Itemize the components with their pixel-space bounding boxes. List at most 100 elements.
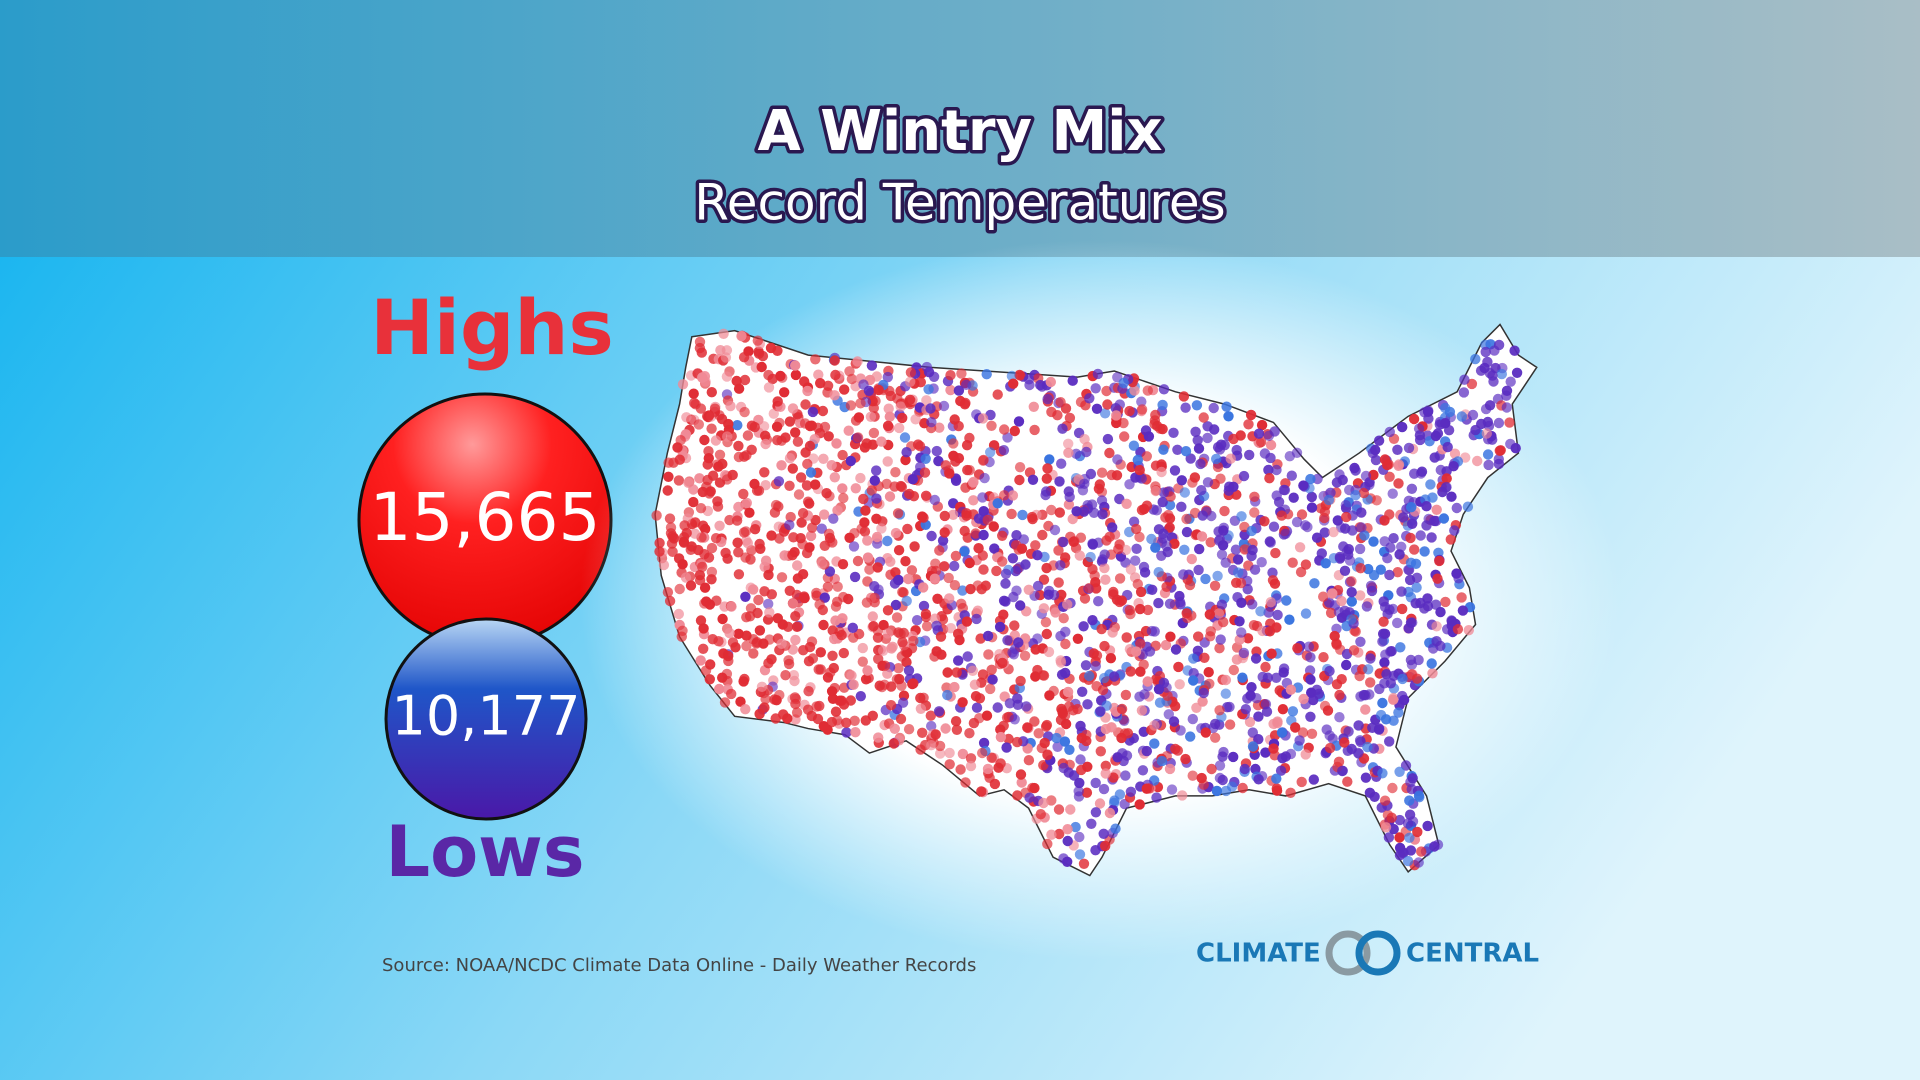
map-dot (724, 627, 735, 639)
map-dot (953, 420, 964, 432)
map-dot (740, 526, 752, 537)
map-dot (698, 643, 709, 654)
map-dot (1510, 443, 1521, 454)
map-dot (1135, 638, 1146, 649)
map-dot (1421, 501, 1432, 512)
map-dot (959, 525, 970, 537)
map-dot (832, 505, 843, 516)
map-dot (1277, 704, 1289, 715)
map-dot (1219, 505, 1230, 517)
map-dot (1394, 814, 1406, 826)
map-dot (1441, 473, 1452, 484)
map-dot (1365, 580, 1377, 591)
map-dot (1344, 555, 1356, 566)
map-dot (985, 683, 996, 695)
map-dot (1041, 486, 1052, 497)
map-dot (866, 360, 878, 371)
map-dot (834, 626, 845, 638)
map-dot (1134, 531, 1145, 543)
map-dot (1012, 790, 1023, 801)
map-dot (1040, 617, 1052, 628)
map-dot (1449, 448, 1461, 459)
map-dot (1122, 728, 1134, 739)
map-dot (1060, 638, 1071, 650)
map-dot (1071, 448, 1082, 459)
map-dot (1174, 679, 1185, 690)
map-dot (929, 494, 940, 506)
map-dot (1470, 353, 1481, 365)
map-dot (706, 423, 717, 434)
map-dot (921, 621, 933, 632)
map-dot (1014, 474, 1025, 486)
map-dot (1078, 621, 1089, 632)
map-dot (978, 529, 989, 541)
map-dot (1331, 477, 1343, 488)
map-dot (900, 556, 911, 567)
map-dot (850, 727, 861, 738)
map-dot (895, 713, 907, 725)
map-dot (965, 753, 977, 764)
map-dot (1180, 402, 1191, 413)
map-dot (1004, 698, 1016, 709)
map-dot (1121, 632, 1132, 643)
map-dot (770, 713, 781, 724)
map-dot (815, 647, 826, 658)
map-dot (1220, 688, 1232, 699)
map-dot (1105, 653, 1117, 664)
map-dot (965, 760, 977, 772)
map-dot (994, 621, 1006, 633)
map-dot (1320, 558, 1331, 569)
map-dot (1046, 795, 1057, 806)
map-dot (1231, 577, 1242, 588)
map-dot (748, 634, 759, 645)
map-dot (1287, 557, 1298, 568)
map-dot (804, 498, 815, 509)
map-dot (1150, 409, 1161, 421)
map-dot (882, 420, 894, 432)
map-dot (810, 354, 821, 365)
map-dot (901, 447, 912, 458)
map-dot (763, 658, 774, 669)
map-dot (1027, 474, 1039, 485)
map-dot (792, 560, 803, 571)
map-dot (1194, 543, 1205, 555)
map-dot (1146, 533, 1157, 545)
map-dot (1060, 718, 1072, 730)
map-dot (1346, 587, 1357, 598)
map-dot (1334, 712, 1345, 723)
map-dot (1008, 591, 1019, 603)
map-dot (717, 672, 728, 683)
map-dot (1360, 772, 1372, 783)
map-dot (1413, 857, 1424, 868)
map-dot (759, 702, 770, 713)
map-dot (1121, 498, 1132, 509)
map-dot (1224, 701, 1235, 713)
map-dot (962, 651, 973, 662)
map-dot (1156, 466, 1167, 478)
map-dot (741, 640, 752, 652)
map-dot (1035, 379, 1046, 391)
map-dot (731, 375, 742, 387)
map-dot (1238, 470, 1250, 482)
map-dot (1134, 691, 1145, 702)
map-dot (1095, 706, 1106, 717)
map-dot (1216, 549, 1228, 560)
map-dot (782, 621, 794, 632)
map-dot (1341, 659, 1352, 671)
map-dot (738, 451, 750, 462)
map-dot (819, 540, 830, 551)
map-dot (760, 438, 771, 450)
map-dot (1090, 660, 1102, 672)
map-dot (956, 368, 967, 379)
map-dot (803, 686, 814, 697)
map-dot (1156, 755, 1168, 767)
map-dot (1198, 412, 1209, 423)
map-dot (1016, 777, 1027, 788)
map-dot (1504, 417, 1515, 428)
map-dot (964, 557, 975, 569)
map-dot (1305, 711, 1316, 722)
map-dot (787, 598, 799, 609)
map-dot (1371, 495, 1382, 506)
map-dot (1400, 760, 1412, 771)
map-dot (1456, 592, 1467, 603)
